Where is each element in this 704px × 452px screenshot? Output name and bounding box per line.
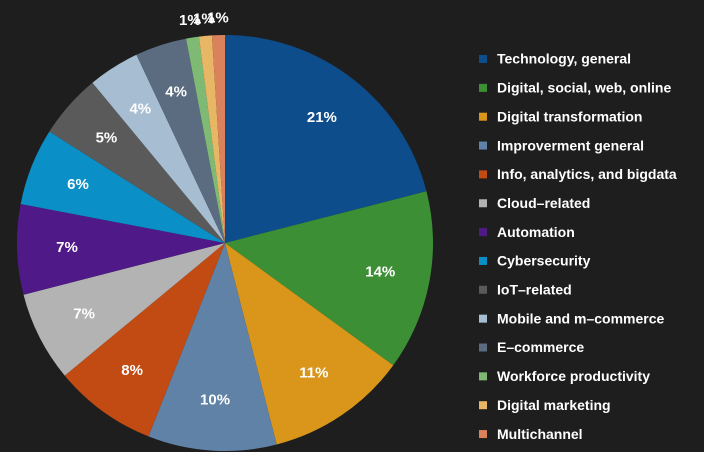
legend-label: Technology, general xyxy=(497,51,631,67)
pie-slice xyxy=(225,191,434,366)
value-label: 1% xyxy=(207,9,229,26)
legend-label: Workforce productivity xyxy=(497,368,650,384)
legend-swatch xyxy=(479,256,487,265)
value-label: 1% xyxy=(193,10,215,27)
legend-label: Multichannel xyxy=(497,426,583,442)
legend-swatch xyxy=(479,285,487,294)
legend-label: Mobile and m–commerce xyxy=(497,310,664,326)
pie-slice xyxy=(64,243,225,437)
pie-slice xyxy=(148,243,277,452)
legend-label: Digital, social, web, online xyxy=(497,80,671,96)
legend-label: Cybersecurity xyxy=(497,253,591,269)
legend-label: Cloud–related xyxy=(497,195,590,211)
value-label: 10% xyxy=(200,392,230,409)
legend-label: E–commerce xyxy=(497,339,584,355)
value-label: 11% xyxy=(299,365,328,382)
legend-swatch xyxy=(479,430,487,439)
legend-swatch xyxy=(479,314,487,323)
value-label: 21% xyxy=(307,109,337,126)
value-label: 1% xyxy=(179,12,201,29)
pie-slice xyxy=(211,35,225,243)
pie-slice xyxy=(136,38,225,244)
legend-label: Digital marketing xyxy=(497,397,611,413)
legend-label: Info, analytics, and bigdata xyxy=(497,166,677,182)
pie-slice xyxy=(186,36,225,244)
value-label: 5% xyxy=(96,129,118,146)
pie-slice xyxy=(198,35,225,243)
pie-slice xyxy=(20,131,226,243)
legend-swatch xyxy=(479,199,487,208)
pie-slice xyxy=(49,82,225,243)
value-label: 4% xyxy=(165,84,187,101)
value-label: 8% xyxy=(121,362,143,379)
legend-swatch xyxy=(479,228,487,237)
legend-label: Improverment general xyxy=(497,137,644,153)
legend-swatch xyxy=(479,170,487,179)
value-label: 7% xyxy=(56,239,78,256)
value-label: 4% xyxy=(129,100,151,117)
pie-slice xyxy=(225,35,427,243)
legend-swatch xyxy=(479,372,487,381)
legend-swatch xyxy=(479,112,487,121)
value-label: 6% xyxy=(67,176,89,193)
legend-swatch xyxy=(479,401,487,410)
legend-swatch xyxy=(479,83,487,92)
pie-slice xyxy=(225,243,394,445)
value-label: 14% xyxy=(365,264,395,281)
legend-label: Automation xyxy=(497,224,575,240)
legend-label: Digital transformation xyxy=(497,108,642,124)
pie-slice xyxy=(23,243,226,376)
legend-swatch xyxy=(479,141,487,150)
legend-label: IoT–related xyxy=(497,282,572,298)
pie-slice xyxy=(16,204,226,295)
value-label: 7% xyxy=(73,306,95,323)
pie-slice xyxy=(92,54,226,243)
legend-swatch xyxy=(479,55,487,63)
legend-swatch xyxy=(479,343,487,352)
